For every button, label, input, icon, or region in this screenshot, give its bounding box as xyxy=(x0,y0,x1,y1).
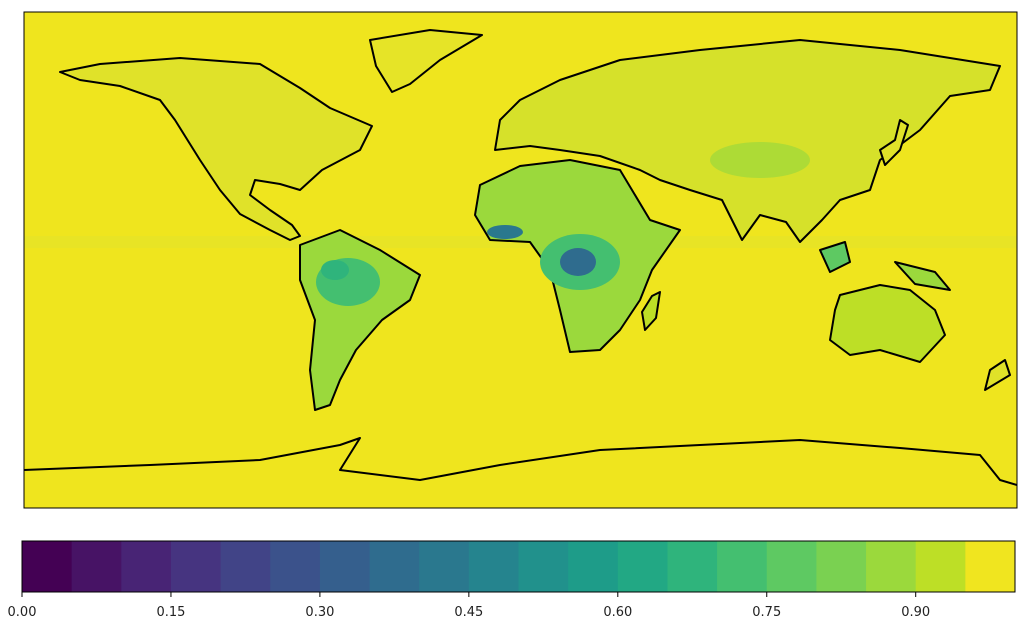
congo-core xyxy=(560,248,596,276)
borneo xyxy=(819,241,851,273)
greenland xyxy=(369,29,483,93)
colorbar-bin xyxy=(468,541,519,592)
north-america xyxy=(59,57,373,241)
colorbar-tick-label: 0.75 xyxy=(752,605,781,620)
colorbar-bin xyxy=(22,541,73,592)
colorbar-bin xyxy=(568,541,619,592)
colorbar-bin xyxy=(518,541,569,592)
west-africa xyxy=(487,225,523,239)
colorbar-tick-label: 0.30 xyxy=(305,605,334,620)
colorbar-bin xyxy=(866,541,917,592)
new-guinea xyxy=(894,261,951,291)
australia xyxy=(829,284,946,363)
colorbar-bin xyxy=(369,541,420,592)
colorbar-bin xyxy=(419,541,470,592)
colorbar-bin xyxy=(915,541,966,592)
colorbar-bin xyxy=(319,541,371,592)
colorbar-tick-label: 0.00 xyxy=(8,605,37,620)
madagascar xyxy=(641,291,661,331)
colorbar-bin xyxy=(71,541,122,592)
antarctica-coast xyxy=(23,437,1018,486)
colorbar: 0.00 0.15 0.30 0.45 0.60 0.75 0.90 xyxy=(8,540,1016,620)
colorbar-bin xyxy=(816,541,867,592)
colorbar-tick-label: 0.90 xyxy=(901,605,930,620)
amazon-core xyxy=(321,260,349,280)
map-frame xyxy=(23,11,1018,509)
colorbar-bin xyxy=(617,541,668,592)
map xyxy=(23,11,1018,509)
colorbar-bin xyxy=(766,541,817,592)
tibet xyxy=(710,142,810,178)
japan xyxy=(879,119,909,166)
colorbar-bin xyxy=(270,541,321,592)
colorbar-bin xyxy=(667,541,718,592)
colorbar-tick-label: 0.60 xyxy=(603,605,632,620)
colorbar-tick-label: 0.15 xyxy=(156,605,185,620)
new-zealand xyxy=(984,359,1011,391)
colorbar-bin xyxy=(717,541,768,592)
colorbar-tick-label: 0.45 xyxy=(454,605,483,620)
colorbar-frame xyxy=(21,540,1016,593)
colorbar-bin xyxy=(220,541,271,592)
eurasia xyxy=(494,39,1001,243)
colorbar-bin xyxy=(965,541,1016,592)
colorbar-bin xyxy=(121,541,172,592)
colorbar-bin xyxy=(170,541,222,592)
